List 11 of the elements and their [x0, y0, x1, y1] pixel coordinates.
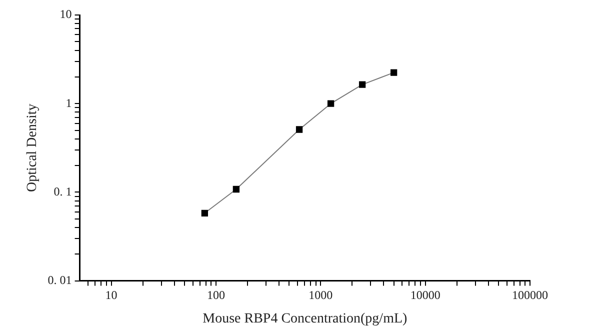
y-tick-label: 10: [60, 7, 72, 22]
x-tick-label: 1000: [308, 288, 333, 302]
x-tick-label: 100000: [512, 288, 548, 302]
y-axis-title: Optical Density: [25, 104, 40, 192]
y-tick-label: 0. 01: [48, 272, 72, 287]
y-tick-label: 1: [66, 96, 72, 110]
x-tick-label: 10: [105, 288, 118, 302]
x-tick-label: 10000: [410, 288, 440, 302]
y-tick-label: 0. 1: [54, 184, 72, 198]
x-axis-title: Mouse RBP4 Concentration(pg/mL): [202, 311, 408, 326]
x-tick-label: 100: [206, 288, 225, 302]
